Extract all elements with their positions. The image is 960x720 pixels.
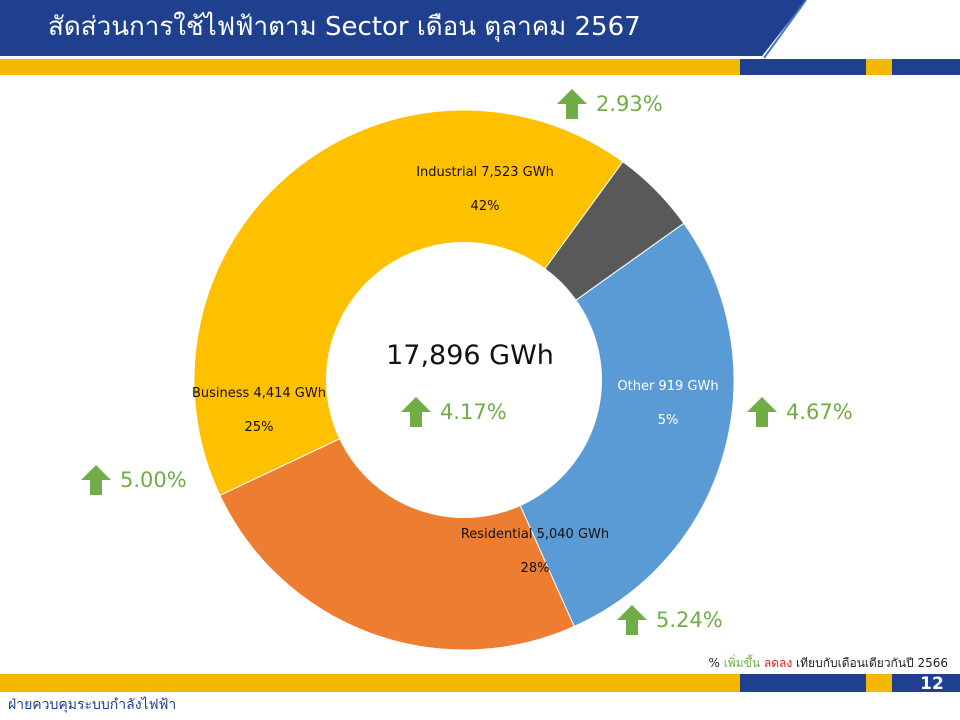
department-name: ฝ่ายควบคุมระบบกำลังไฟฟ้า [8,697,177,713]
page-number: 12 [920,674,944,694]
slice-label-other: Other 919 GWh 5% [598,370,738,438]
arrow-up-icon [401,397,431,427]
arrow-up-icon [747,397,777,427]
center-change-value: 4.17% [440,400,507,424]
residential-change-value: 5.24% [656,608,723,632]
business-change-value: 5.00% [120,468,187,492]
note-percent-sign: % [708,656,720,670]
slice-label-industrial: Industrial 7,523 GWh 42% [390,156,580,224]
slice-label-residential: Residential 5,040 GWh 28% [430,518,640,586]
legend-note: % เพิ่มขึ้น ลดลง เทียบกับเดือนเดียวกันปี… [708,654,948,673]
industrial-change: 2.93% [556,88,663,120]
residential-percent-label: 28% [520,561,550,576]
arrow-up-icon [557,89,587,119]
business-value-label: Business 4,414 GWh [192,386,326,401]
arrow-up-icon [81,465,111,495]
page-title: สัดส่วนการใช้ไฟฟ้าตาม Sector เดือน ตุลาค… [48,12,641,42]
other-change: 4.67% [746,396,853,428]
business-percent-label: 25% [244,420,274,435]
industrial-change-value: 2.93% [596,92,663,116]
center-total: 17,896 GWh [386,340,554,371]
other-value-label: Other 919 GWh [617,379,719,394]
business-change: 5.00% [80,464,187,496]
footer-bar [0,674,960,692]
industrial-value-label: Industrial 7,523 GWh [416,165,554,180]
residential-change: 5.24% [616,604,723,636]
note-comparison: เทียบกับเดือนเดียวกันปี 2566 [796,656,948,670]
residential-value-label: Residential 5,040 GWh [460,527,610,542]
arrow-up-icon [617,605,647,635]
note-increase: เพิ่มขึ้น [723,656,761,670]
note-decrease: ลดลง [763,656,793,670]
other-percent-label: 5% [657,413,679,428]
industrial-percent-label: 42% [470,199,500,214]
slice-label-business: Business 4,414 GWh 25% [178,377,340,445]
center-change: 4.17% [400,396,507,428]
header-banner [0,0,960,75]
title-bar [0,0,806,56]
donut-slice-residential [463,222,735,628]
donut-hole [326,242,602,518]
header-gold-stripe [0,59,740,75]
other-change-value: 4.67% [786,400,853,424]
